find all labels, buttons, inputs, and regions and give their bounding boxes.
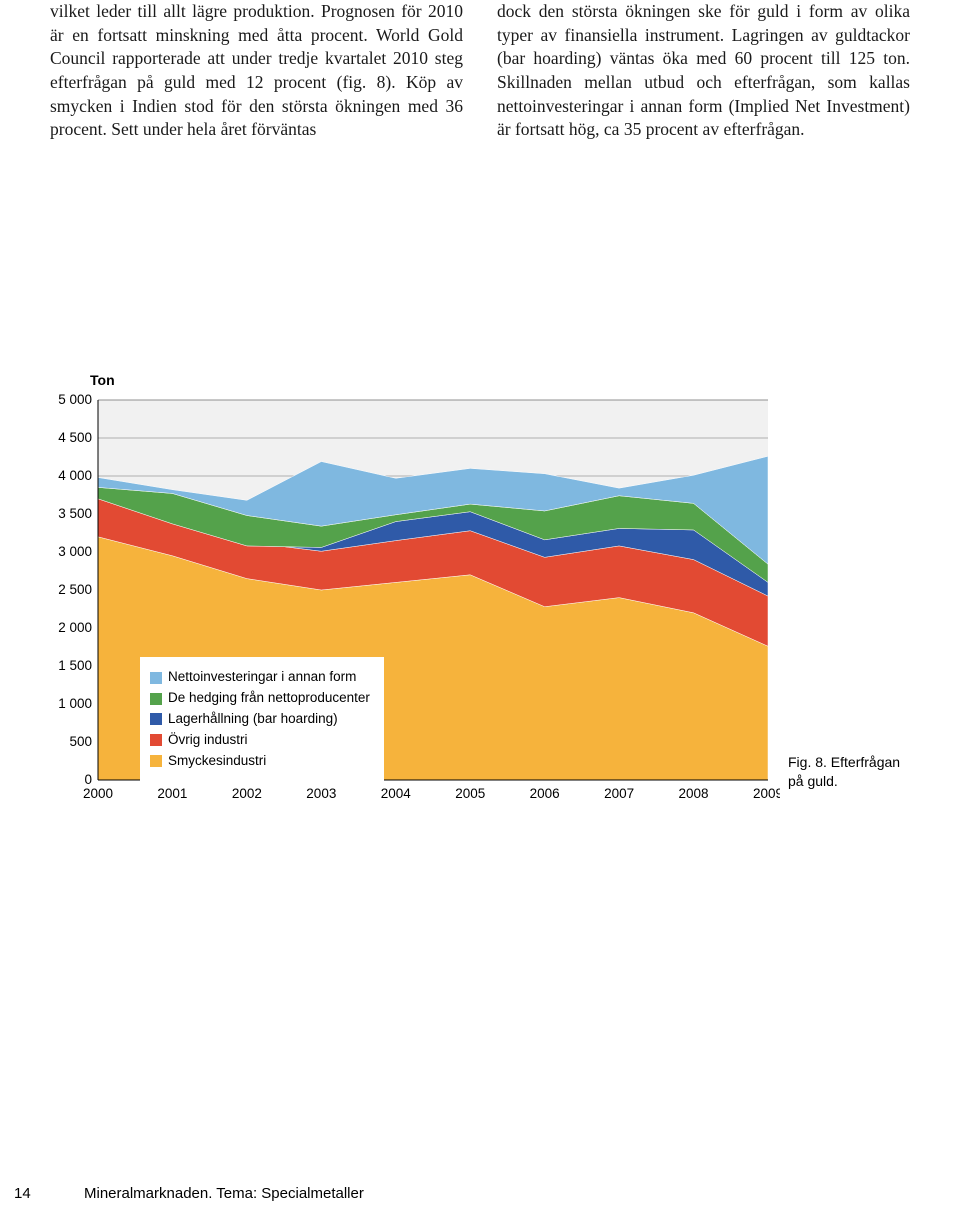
legend-item: Lagerhållning (bar hoarding) xyxy=(150,709,370,730)
legend-item: De hedging från nettoproducenter xyxy=(150,688,370,709)
chart-block: Ton 0 500 1 000 1 500 2 000 2 500 3 000 3 500 4 … xyxy=(50,372,910,820)
legend-label: Nettoinvesteringar i annan form xyxy=(168,667,356,688)
legend-swatch xyxy=(150,693,162,705)
svg-text:2008: 2008 xyxy=(679,786,709,801)
svg-text:2000: 2000 xyxy=(83,786,113,801)
column-right: dock den största ökningen ske för guld i… xyxy=(497,0,910,142)
chart: 0 500 1 000 1 500 2 000 2 500 3 000 3 500 4 000 4… xyxy=(50,390,780,820)
legend-swatch xyxy=(150,713,162,725)
svg-text:1 500: 1 500 xyxy=(58,658,92,673)
legend-swatch xyxy=(150,672,162,684)
svg-text:0: 0 xyxy=(84,772,92,787)
page-number: 14 xyxy=(14,1185,31,1202)
svg-text:2006: 2006 xyxy=(530,786,560,801)
svg-text:2003: 2003 xyxy=(306,786,336,801)
svg-text:2009: 2009 xyxy=(753,786,780,801)
legend-label: Övrig industri xyxy=(168,730,248,751)
para-left: vilket leder till allt lägre produktion.… xyxy=(50,0,463,142)
svg-text:2007: 2007 xyxy=(604,786,634,801)
svg-text:500: 500 xyxy=(69,734,92,749)
legend: Nettoinvesteringar i annan formDe hedgin… xyxy=(140,657,384,782)
figure-caption: Fig. 8. Efterfrågan på guld. xyxy=(788,753,908,789)
footer-title: Mineralmarknaden. Tema: Specialmetaller xyxy=(84,1185,364,1202)
legend-label: De hedging från nettoproducenter xyxy=(168,688,370,709)
svg-text:2002: 2002 xyxy=(232,786,262,801)
svg-text:1 000: 1 000 xyxy=(58,696,92,711)
body-text: vilket leder till allt lägre produktion.… xyxy=(50,0,910,142)
legend-item: Nettoinvesteringar i annan form xyxy=(150,667,370,688)
legend-item: Övrig industri xyxy=(150,730,370,751)
svg-text:4 000: 4 000 xyxy=(58,468,92,483)
legend-swatch xyxy=(150,755,162,767)
legend-label: Lagerhållning (bar hoarding) xyxy=(168,709,338,730)
column-left: vilket leder till allt lägre produktion.… xyxy=(50,0,463,142)
svg-text:2004: 2004 xyxy=(381,786,412,801)
svg-text:3 500: 3 500 xyxy=(58,506,92,521)
svg-text:2 500: 2 500 xyxy=(58,582,92,597)
svg-text:2005: 2005 xyxy=(455,786,485,801)
legend-swatch xyxy=(150,734,162,746)
svg-text:4 500: 4 500 xyxy=(58,430,92,445)
legend-label: Smyckesindustri xyxy=(168,751,266,772)
svg-text:2001: 2001 xyxy=(157,786,187,801)
svg-text:3 000: 3 000 xyxy=(58,544,92,559)
svg-text:5 000: 5 000 xyxy=(58,392,92,407)
y-axis-title: Ton xyxy=(90,372,910,388)
para-right: dock den största ökningen ske för guld i… xyxy=(497,0,910,142)
legend-item: Smyckesindustri xyxy=(150,751,370,772)
svg-text:2 000: 2 000 xyxy=(58,620,92,635)
